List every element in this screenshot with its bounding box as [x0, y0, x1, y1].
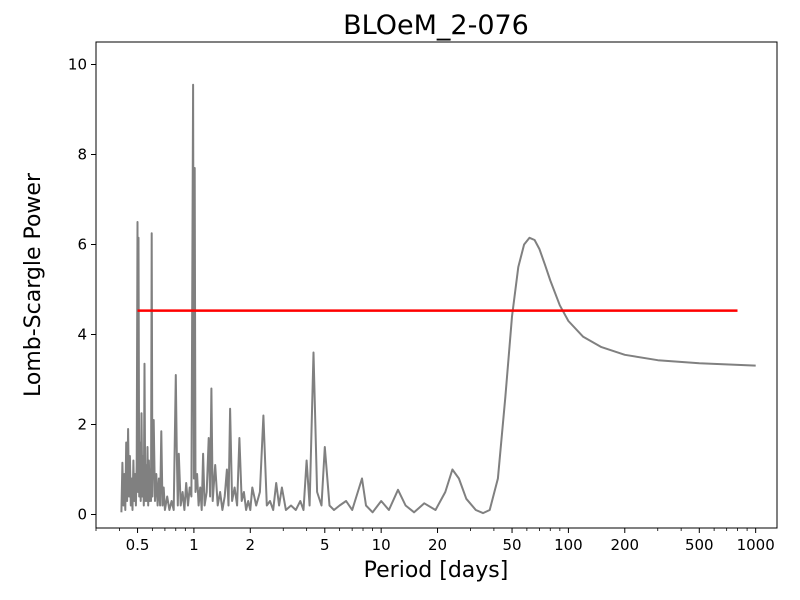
plot-frame: [95, 41, 778, 529]
y-axis-title: Lomb-Scargle Power: [21, 172, 46, 397]
y-tick-label: 0: [77, 506, 87, 524]
x-tick-label: 200: [610, 536, 639, 554]
y-tick-label: 4: [77, 326, 87, 344]
y-tick-label: 6: [77, 236, 87, 254]
x-tick-label: 5: [320, 536, 330, 554]
y-tick-label: 10: [68, 56, 87, 74]
x-axis-title: Period [days]: [364, 558, 509, 583]
x-axis: 0.5 1 2 5 10 20 50 100 200 500 1000: [95, 528, 775, 554]
x-tick-label: 0.5: [126, 536, 150, 554]
x-tick-label: 100: [554, 536, 583, 554]
y-tick-label: 8: [77, 146, 87, 164]
x-tick-label: 500: [685, 536, 714, 554]
y-axis: 0 2 4 6 8 10: [68, 56, 96, 524]
x-tick-label: 1: [189, 536, 199, 554]
x-tick-label: 2: [246, 536, 256, 554]
plot-marks: [120, 83, 756, 515]
x-tick-label: 10: [372, 536, 391, 554]
y-tick-label: 2: [77, 416, 87, 434]
chart-title: BLOeM_2-076: [343, 10, 529, 41]
x-tick-label: 50: [502, 536, 521, 554]
x-tick-label: 20: [428, 536, 447, 554]
x-tick-label: 1000: [737, 536, 775, 554]
series-power-line: [120, 83, 756, 515]
